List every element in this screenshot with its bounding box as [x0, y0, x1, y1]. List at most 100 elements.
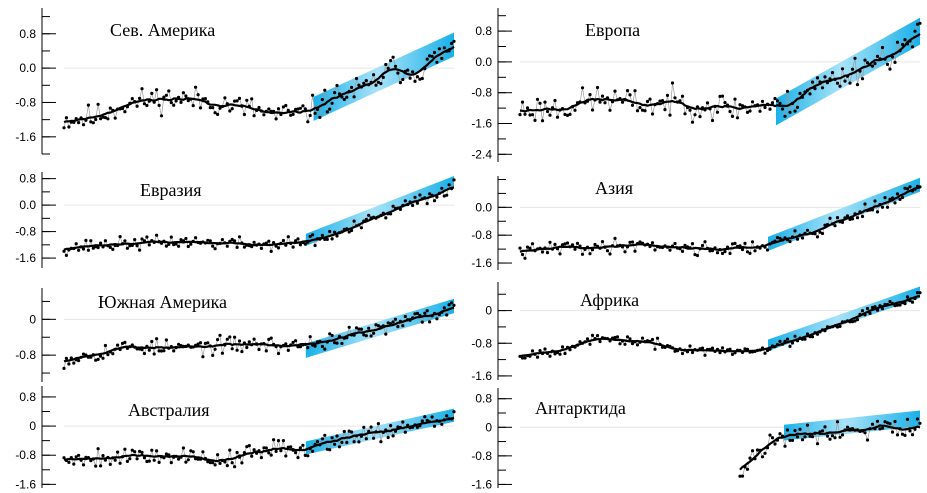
- data-point: [848, 81, 852, 85]
- data-point: [211, 106, 215, 110]
- data-point: [833, 436, 837, 440]
- data-point: [885, 421, 890, 425]
- data-point: [342, 97, 346, 102]
- data-point: [413, 79, 417, 83]
- data-point: [264, 349, 268, 353]
- data-point: [391, 55, 395, 59]
- data-point: [565, 241, 570, 245]
- data-point: [688, 108, 692, 112]
- data-point: [169, 101, 173, 105]
- data-point: [905, 417, 910, 421]
- data-point: [186, 99, 190, 103]
- data-point: [164, 244, 168, 248]
- data-point: [177, 342, 181, 346]
- panel-title: Европа: [585, 20, 640, 40]
- data-point: [279, 449, 283, 453]
- data-point: [411, 70, 415, 74]
- data-point: [648, 97, 652, 101]
- data-point: [638, 106, 642, 110]
- data-point: [269, 249, 273, 253]
- y-tick-label: -0.8: [471, 449, 492, 463]
- data-point: [543, 100, 547, 104]
- data-point: [518, 246, 522, 250]
- data-point: [335, 83, 339, 88]
- data-point: [763, 351, 767, 355]
- data-point: [401, 77, 405, 82]
- data-point: [560, 345, 565, 349]
- data-point: [91, 121, 95, 125]
- data-point: [311, 233, 315, 237]
- data-point: [330, 237, 334, 241]
- data-point: [660, 99, 665, 103]
- data-point: [333, 230, 337, 234]
- data-point: [118, 235, 122, 239]
- data-point: [793, 229, 797, 233]
- data-point: [915, 417, 920, 421]
- data-point: [142, 351, 146, 356]
- data-point: [638, 240, 642, 244]
- y-tick-label: -1.6: [15, 251, 36, 265]
- raw-series-line: [63, 302, 455, 369]
- data-point: [683, 112, 687, 116]
- data-point: [237, 339, 242, 343]
- data-point: [298, 106, 302, 110]
- data-point: [235, 450, 239, 455]
- data-point: [703, 353, 707, 357]
- data-point: [833, 224, 837, 228]
- data-point: [452, 410, 456, 414]
- data-point: [720, 94, 725, 98]
- data-point: [598, 339, 602, 344]
- data-point: [710, 118, 715, 123]
- data-point: [250, 97, 254, 101]
- data-point: [320, 233, 324, 237]
- data-point: [284, 103, 288, 108]
- data-point: [775, 99, 780, 103]
- data-point: [770, 436, 775, 440]
- data-point: [247, 340, 251, 344]
- data-point: [306, 120, 310, 124]
- data-point: [870, 305, 875, 310]
- data-point: [585, 337, 590, 341]
- data-point: [96, 447, 100, 451]
- data-point: [530, 349, 535, 353]
- data-point: [242, 245, 246, 249]
- data-point: [230, 461, 234, 465]
- data-point: [196, 342, 200, 346]
- data-point: [573, 108, 577, 112]
- data-point: [159, 349, 164, 353]
- data-point: [763, 451, 767, 455]
- data-point: [208, 461, 212, 465]
- data-point: [750, 240, 755, 244]
- data-point: [333, 91, 337, 95]
- data-point: [354, 76, 359, 81]
- data-point: [665, 93, 670, 97]
- data-point: [628, 337, 632, 341]
- panel-title: Сев. Америка: [110, 20, 215, 40]
- y-tick-label: -1.6: [15, 477, 36, 491]
- data-point: [690, 350, 695, 355]
- data-point: [545, 109, 550, 114]
- data-point: [860, 214, 865, 219]
- data-point: [386, 435, 390, 440]
- data-point: [840, 433, 845, 437]
- data-point: [768, 433, 772, 437]
- data-point: [306, 346, 310, 350]
- data-point: [668, 113, 672, 117]
- data-point: [374, 323, 378, 327]
- data-point: [903, 186, 907, 190]
- data-point: [289, 445, 293, 449]
- data-point: [750, 449, 755, 453]
- data-point: [558, 352, 562, 356]
- data-point: [740, 474, 745, 478]
- data-point: [367, 326, 371, 330]
- data-point: [230, 347, 234, 351]
- data-point: [668, 248, 672, 252]
- data-point: [753, 249, 757, 253]
- data-point: [364, 437, 368, 441]
- data-point: [140, 450, 144, 454]
- data-point: [865, 438, 870, 442]
- data-point: [386, 66, 390, 70]
- data-point: [523, 256, 527, 260]
- data-point: [860, 77, 865, 81]
